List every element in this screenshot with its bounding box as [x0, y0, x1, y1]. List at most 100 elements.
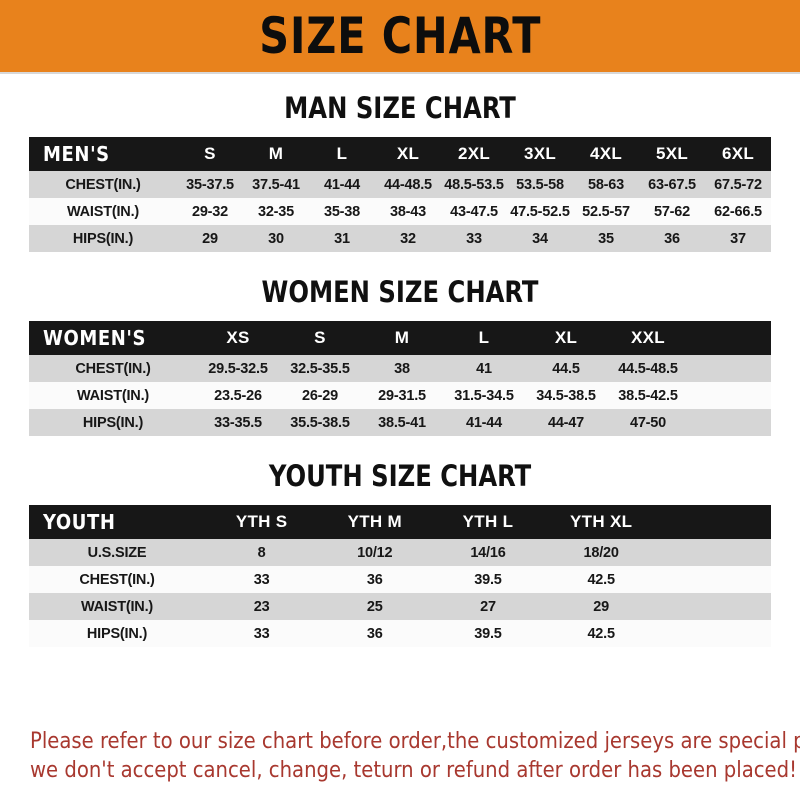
row-label: U.S.SIZE: [29, 539, 205, 566]
spacer-youth: [0, 491, 800, 505]
cell-value: 34.5-38.5: [525, 382, 607, 409]
column-header-9: 6XL: [705, 137, 771, 171]
spacer-man: [0, 123, 800, 137]
cell-value: 41: [443, 355, 525, 382]
man-size-table: MEN'S S M L XL 2XL 3XL 4XL 5XL 6XL CHEST(IN.) 35-37…: [29, 137, 771, 252]
cell-value: 33: [205, 566, 319, 593]
cell-value: 53.5-58: [507, 171, 573, 198]
cell-value: 47-50: [607, 409, 689, 436]
table-row: CHEST(IN.) 29.5-32.5 32.5-35.5 38 41 44.5 44.5…: [29, 355, 771, 382]
cell-value: 62-66.5: [705, 198, 771, 225]
cell-value: 35: [573, 225, 639, 252]
table-row: HIPS(IN.) 33-35.5 35.5-38.5 38.5-41 41-44 44-…: [29, 409, 771, 436]
cell-value: 33: [205, 620, 319, 647]
column-header-7: 4XL: [573, 137, 639, 171]
table-row: CHEST(IN.) 33 36 39.5 42.5: [29, 566, 771, 593]
cell-value: 63-67.5: [639, 171, 705, 198]
cell-value: 38: [361, 355, 443, 382]
spacer-women: [0, 307, 800, 321]
column-header-3: YTH L: [431, 505, 545, 539]
cell-value: 35-38: [309, 198, 375, 225]
cell-value: [689, 382, 771, 409]
cell-value: 41-44: [309, 171, 375, 198]
footer-line-1: Please refer to our size chart before or…: [30, 727, 800, 754]
column-header-1: S: [177, 137, 243, 171]
women-size-table: WOMEN'S XS S M L XL XXL CHEST(IN.) 29.5-32.5 32.5…: [29, 321, 771, 436]
column-header-4: XL: [375, 137, 441, 171]
cell-value: 32.5-35.5: [279, 355, 361, 382]
man-size-chart: MEN'S S M L XL 2XL 3XL 4XL 5XL 6XL CHEST(IN.) 35-37…: [29, 137, 771, 252]
cell-value: 38-43: [375, 198, 441, 225]
cell-value: 30: [243, 225, 309, 252]
column-header-7: [689, 321, 771, 355]
cell-value: 27: [431, 593, 545, 620]
column-header-3: L: [309, 137, 375, 171]
table-row: WAIST(IN.) 29-32 32-35 35-38 38-43 43-47.5 47.…: [29, 198, 771, 225]
cell-value: 52.5-57: [573, 198, 639, 225]
column-header-5: XL: [525, 321, 607, 355]
column-header-6: 3XL: [507, 137, 573, 171]
section-title-youth: YOUTH SIZE CHART: [268, 459, 532, 493]
footer-disclaimer: Please refer to our size chart before or…: [30, 727, 800, 786]
youth-size-chart: YOUTH YTH S YTH M YTH L YTH XL U.S.SIZE 8 10/12…: [29, 505, 771, 647]
column-header-4: YTH XL: [544, 505, 658, 539]
row-label: WAIST(IN.): [29, 382, 197, 409]
table-row: HIPS(IN.) 29 30 31 32 33 34 35 36 37: [29, 225, 771, 252]
cell-value: 29.5-32.5: [197, 355, 279, 382]
column-header-4: L: [443, 321, 525, 355]
cell-value: 33: [441, 225, 507, 252]
cell-value: 10/12: [318, 539, 432, 566]
cell-value: 38.5-42.5: [607, 382, 689, 409]
cell-value: 44.5: [525, 355, 607, 382]
row-label: WAIST(IN.): [29, 593, 205, 620]
cell-value: 44-47: [525, 409, 607, 436]
section-title-man: MAN SIZE CHART: [284, 91, 516, 125]
cell-value: 33-35.5: [197, 409, 279, 436]
cell-value: 23.5-26: [197, 382, 279, 409]
page-title: SIZE CHART: [258, 7, 542, 65]
cell-value: 38.5-41: [361, 409, 443, 436]
column-header-2: S: [279, 321, 361, 355]
cell-value: 32: [375, 225, 441, 252]
column-header-2: YTH M: [318, 505, 432, 539]
cell-value: 31: [309, 225, 375, 252]
cell-value: 47.5-52.5: [507, 198, 573, 225]
table-row: WAIST(IN.) 23.5-26 26-29 29-31.5 31.5-34.5 34…: [29, 382, 771, 409]
cell-value: 32-35: [243, 198, 309, 225]
cell-value: 39.5: [431, 566, 545, 593]
table-header-row: WOMEN'S XS S M L XL XXL: [29, 321, 771, 355]
table-row: WAIST(IN.) 23 25 27 29: [29, 593, 771, 620]
row-label: HIPS(IN.): [29, 409, 197, 436]
cell-value: 44-48.5: [375, 171, 441, 198]
cell-value: 36: [318, 566, 432, 593]
cell-value: [657, 620, 771, 647]
column-header-5: 2XL: [441, 137, 507, 171]
column-header-6: XXL: [607, 321, 689, 355]
column-header-1: YTH S: [205, 505, 319, 539]
cell-value: 25: [318, 593, 432, 620]
cell-value: [689, 355, 771, 382]
cell-value: 8: [205, 539, 319, 566]
row-label: WAIST(IN.): [29, 198, 177, 225]
cell-value: 36: [318, 620, 432, 647]
cell-value: 37.5-41: [243, 171, 309, 198]
cell-value: 37: [705, 225, 771, 252]
column-header-3: M: [361, 321, 443, 355]
cell-value: [657, 539, 771, 566]
cell-value: 29: [177, 225, 243, 252]
youth-size-table: YOUTH YTH S YTH M YTH L YTH XL U.S.SIZE 8 10/12…: [29, 505, 771, 647]
table-corner-label: YOUTH: [29, 505, 205, 539]
column-header-5: [657, 505, 771, 539]
table-row: HIPS(IN.) 33 36 39.5 42.5: [29, 620, 771, 647]
cell-value: 39.5: [431, 620, 545, 647]
row-label: CHEST(IN.): [29, 355, 197, 382]
cell-value: 35-37.5: [177, 171, 243, 198]
table-header-row: MEN'S S M L XL 2XL 3XL 4XL 5XL 6XL: [29, 137, 771, 171]
women-size-chart: WOMEN'S XS S M L XL XXL CHEST(IN.) 29.5-32.5 32.5…: [29, 321, 771, 436]
cell-value: 41-44: [443, 409, 525, 436]
cell-value: 43-47.5: [441, 198, 507, 225]
table-corner-label: WOMEN'S: [29, 321, 197, 355]
cell-value: 35.5-38.5: [279, 409, 361, 436]
table-row: U.S.SIZE 8 10/12 14/16 18/20: [29, 539, 771, 566]
